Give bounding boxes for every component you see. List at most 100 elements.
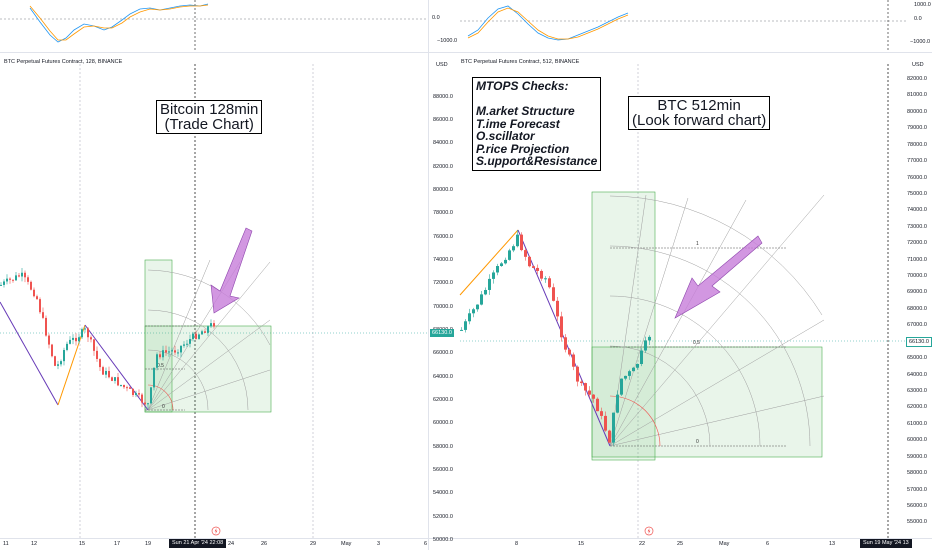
right-y-tick: 74000.0 xyxy=(433,256,453,263)
candle-body xyxy=(78,337,80,342)
far-y-tick: 75000.0 xyxy=(907,190,927,197)
far-y-tick: 68000.0 xyxy=(907,305,927,312)
candle-body xyxy=(69,339,71,344)
far-y-tick: 56000.0 xyxy=(907,502,927,509)
candle-body xyxy=(508,250,511,260)
right-chart-canvas[interactable]: 1 0.5 0 xyxy=(428,0,932,550)
candle-body xyxy=(3,281,5,285)
candle-body xyxy=(57,364,59,366)
candle-body xyxy=(81,329,83,338)
far-y-axis-currency: USD xyxy=(912,62,924,68)
candle-body xyxy=(516,234,519,247)
far-y-tick: 73000.0 xyxy=(907,223,927,230)
left-gann-label-05: 0.5 xyxy=(157,363,164,369)
candle-body xyxy=(488,278,491,290)
left-chart-canvas[interactable]: 0 0.5 xyxy=(0,0,428,550)
right-annotation-box[interactable]: BTC 512min (Look forward chart) xyxy=(628,96,771,130)
candle-body xyxy=(6,278,8,282)
candle-body xyxy=(87,328,89,338)
right-y-tick: 66000.0 xyxy=(433,350,453,357)
candle-body xyxy=(144,402,146,405)
candle-body xyxy=(207,326,209,333)
far-y-tick: 59000.0 xyxy=(907,453,927,460)
candle-body xyxy=(72,337,74,340)
candle-body xyxy=(480,294,483,305)
candle-body xyxy=(123,384,125,388)
mtops-checks-title: MTOPS Checks: xyxy=(476,79,569,93)
far-y-tick: 64000.0 xyxy=(907,371,927,378)
candle-body xyxy=(0,284,2,286)
far-y-tick: 74000.0 xyxy=(907,207,927,214)
candle-body xyxy=(608,430,611,443)
candle-body xyxy=(75,337,77,342)
candle-body xyxy=(180,345,182,353)
far-y-tick: 71000.0 xyxy=(907,256,927,263)
far-y-tick: 76000.0 xyxy=(907,174,927,181)
right-gann-label-1: 1 xyxy=(696,241,699,247)
right-cursor-date-tail: 13 xyxy=(902,540,909,546)
candle-body xyxy=(99,358,101,368)
candle-body xyxy=(628,371,631,376)
right-y-tick: 52000.0 xyxy=(433,513,453,520)
right-y-tick: 54000.0 xyxy=(433,490,453,497)
right-y-tick: 58000.0 xyxy=(433,443,453,450)
right-osc-level: 1000.0 xyxy=(914,2,931,8)
candle-body xyxy=(147,403,149,405)
lightning-icon[interactable] xyxy=(211,526,221,536)
candle-body xyxy=(171,350,173,352)
right-y-tick: 88000.0 xyxy=(433,93,453,100)
candle-body xyxy=(201,331,203,335)
candle-body xyxy=(54,356,56,366)
candle-body xyxy=(60,361,62,365)
left-annotation-box[interactable]: Bitcoin 128min (Trade Chart) xyxy=(156,100,263,134)
y-axis-currency: USD xyxy=(436,62,448,68)
right-gann-label-05: 0.5 xyxy=(693,340,700,346)
candle-body xyxy=(33,289,35,297)
right-y-tick: 72000.0 xyxy=(433,280,453,287)
far-y-tick: 61000.0 xyxy=(907,420,927,427)
far-y-tick: 79000.0 xyxy=(907,125,927,132)
candle-body xyxy=(27,277,29,282)
candle-body xyxy=(165,350,167,353)
candle-body xyxy=(536,267,539,271)
candle-body xyxy=(183,344,185,346)
candle-body xyxy=(632,367,635,372)
mtops-check-item: T.ime Forecast xyxy=(476,116,560,131)
candle-body xyxy=(168,351,170,353)
candle-body xyxy=(189,339,191,344)
mtops-check-item: P.rice Projection xyxy=(476,141,570,156)
candle-body xyxy=(63,349,65,362)
candle-body xyxy=(592,394,595,399)
candle-body xyxy=(186,343,188,345)
candle-body xyxy=(105,370,107,375)
candle-body xyxy=(117,377,119,386)
candle-body xyxy=(540,270,543,279)
lightning-icon[interactable] xyxy=(644,526,654,536)
candle-body xyxy=(30,281,32,290)
mtops-check-item: M.arket Structure xyxy=(476,104,575,118)
mtops-checks-box[interactable]: MTOPS Checks: M.arket Structure T.ime Fo… xyxy=(472,77,602,171)
candle-body xyxy=(84,328,86,330)
candle-body xyxy=(51,344,53,357)
candle-body xyxy=(532,266,535,268)
candle-body xyxy=(93,339,95,351)
candle-body xyxy=(150,387,152,404)
candle-body xyxy=(548,278,551,288)
candle-body xyxy=(36,296,38,300)
right-x-tick: 6 xyxy=(766,541,770,547)
candle-body xyxy=(596,398,599,412)
pane-divider[interactable] xyxy=(428,0,429,550)
right-y-tick: 78000.0 xyxy=(433,210,453,217)
far-y-tick: 72000.0 xyxy=(907,240,927,247)
candle-body xyxy=(624,375,627,379)
candle-body xyxy=(195,333,197,339)
candle-body xyxy=(588,390,591,395)
far-y-tick: 77000.0 xyxy=(907,158,927,165)
candle-body xyxy=(580,381,583,384)
far-y-tick: 67000.0 xyxy=(907,322,927,329)
candle-body xyxy=(9,278,11,280)
candle-body xyxy=(45,317,47,336)
right-cursor-date: Sun 19 May '24 13 xyxy=(860,539,912,548)
candle-body xyxy=(468,313,471,322)
oscillator-divider[interactable] xyxy=(0,52,932,53)
